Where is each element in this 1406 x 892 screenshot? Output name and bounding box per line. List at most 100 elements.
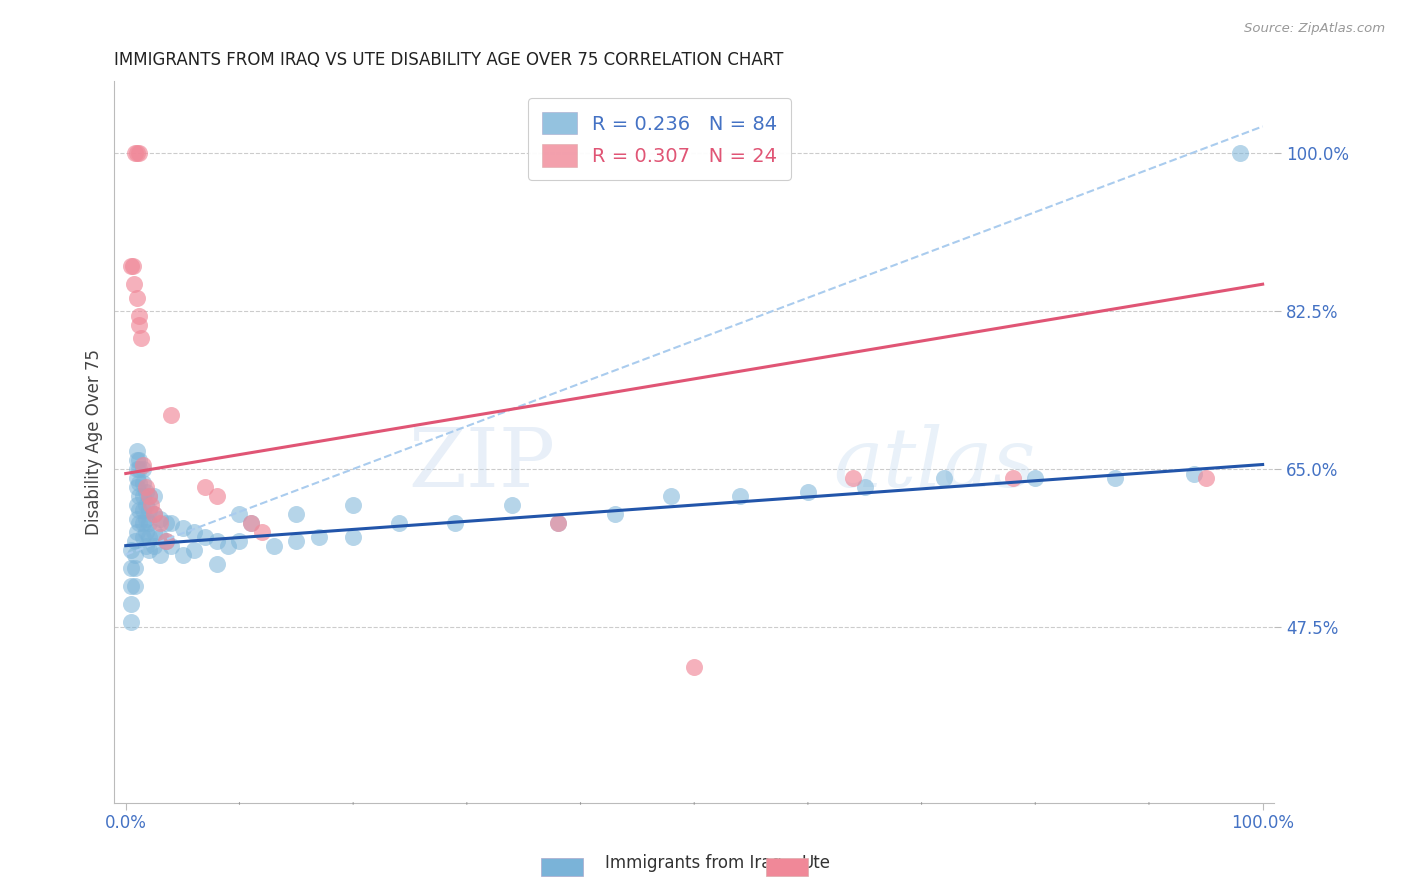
Point (263, 539, 285, 553)
Point (205, 534, 228, 549)
Point (1229, 146, 1251, 161)
Point (135, 498, 157, 512)
Point (127, 146, 149, 161)
Point (728, 489, 751, 503)
Point (132, 462, 155, 476)
Point (124, 579, 146, 593)
Point (547, 516, 569, 530)
Point (172, 548, 194, 562)
Point (683, 660, 706, 674)
Point (121, 615, 143, 630)
Text: Source: ZipAtlas.com: Source: ZipAtlas.com (1244, 22, 1385, 36)
Point (143, 507, 166, 521)
Point (135, 511, 157, 525)
Point (132, 530, 155, 544)
Point (138, 489, 160, 503)
Point (121, 579, 143, 593)
Point (149, 530, 172, 544)
Point (149, 516, 172, 530)
Point (194, 480, 217, 494)
Point (155, 534, 177, 549)
Point (135, 484, 157, 499)
Text: ZIP: ZIP (408, 424, 555, 504)
Point (128, 516, 150, 530)
Point (132, 475, 155, 490)
Point (228, 507, 250, 521)
Point (149, 511, 172, 525)
Point (132, 502, 155, 516)
Point (132, 516, 155, 530)
Point (132, 458, 155, 472)
Point (1024, 471, 1046, 485)
Point (135, 539, 157, 553)
Text: Immigrants from Iraq: Immigrants from Iraq (605, 855, 782, 872)
Point (127, 291, 149, 305)
Point (160, 516, 183, 530)
Point (797, 484, 820, 499)
Point (547, 516, 569, 530)
Point (138, 543, 160, 558)
Point (285, 534, 308, 549)
Text: Ute: Ute (801, 855, 831, 872)
Point (501, 498, 523, 512)
Point (124, 548, 146, 562)
Point (127, 444, 149, 458)
Point (127, 462, 149, 476)
Point (183, 543, 205, 558)
Point (127, 471, 149, 485)
Point (1184, 467, 1206, 481)
Point (128, 462, 150, 476)
Point (128, 475, 150, 490)
Point (127, 498, 149, 512)
Point (128, 309, 150, 323)
Point (138, 530, 160, 544)
Text: IMMIGRANTS FROM IRAQ VS UTE DISABILITY AGE OVER 75 CORRELATION CHART: IMMIGRANTS FROM IRAQ VS UTE DISABILITY A… (114, 51, 783, 69)
Point (183, 525, 205, 540)
Point (135, 480, 157, 494)
Point (138, 502, 160, 516)
Point (194, 530, 217, 544)
Point (124, 561, 146, 575)
Point (128, 453, 150, 467)
Y-axis label: Disability Age Over 75: Disability Age Over 75 (86, 349, 103, 535)
Point (239, 516, 262, 530)
Point (138, 516, 160, 530)
Point (160, 539, 183, 553)
Point (155, 534, 177, 549)
Point (842, 471, 865, 485)
Point (127, 480, 149, 494)
Point (132, 489, 155, 503)
Legend: R = 0.236   N = 84, R = 0.307   N = 24: R = 0.236 N = 84, R = 0.307 N = 24 (529, 98, 792, 180)
Point (127, 453, 149, 467)
Point (143, 507, 166, 521)
Point (239, 516, 262, 530)
Point (143, 539, 166, 553)
Point (135, 525, 157, 540)
Point (155, 516, 177, 530)
Point (149, 548, 172, 562)
Point (934, 471, 956, 485)
Point (128, 146, 150, 161)
Point (139, 498, 162, 512)
Point (138, 489, 160, 503)
Point (1104, 471, 1126, 485)
Point (853, 480, 876, 494)
Point (127, 511, 149, 525)
Point (342, 530, 364, 544)
Point (205, 489, 228, 503)
Point (121, 259, 143, 273)
Point (160, 408, 183, 422)
Point (285, 507, 308, 521)
Point (128, 489, 150, 503)
Text: atlas: atlas (834, 424, 1036, 504)
Point (661, 489, 683, 503)
Point (388, 516, 411, 530)
Point (121, 597, 143, 611)
Point (143, 489, 166, 503)
Point (444, 516, 467, 530)
Point (172, 521, 194, 535)
Point (603, 507, 626, 521)
Point (217, 539, 239, 553)
Point (228, 534, 250, 549)
Point (308, 530, 330, 544)
